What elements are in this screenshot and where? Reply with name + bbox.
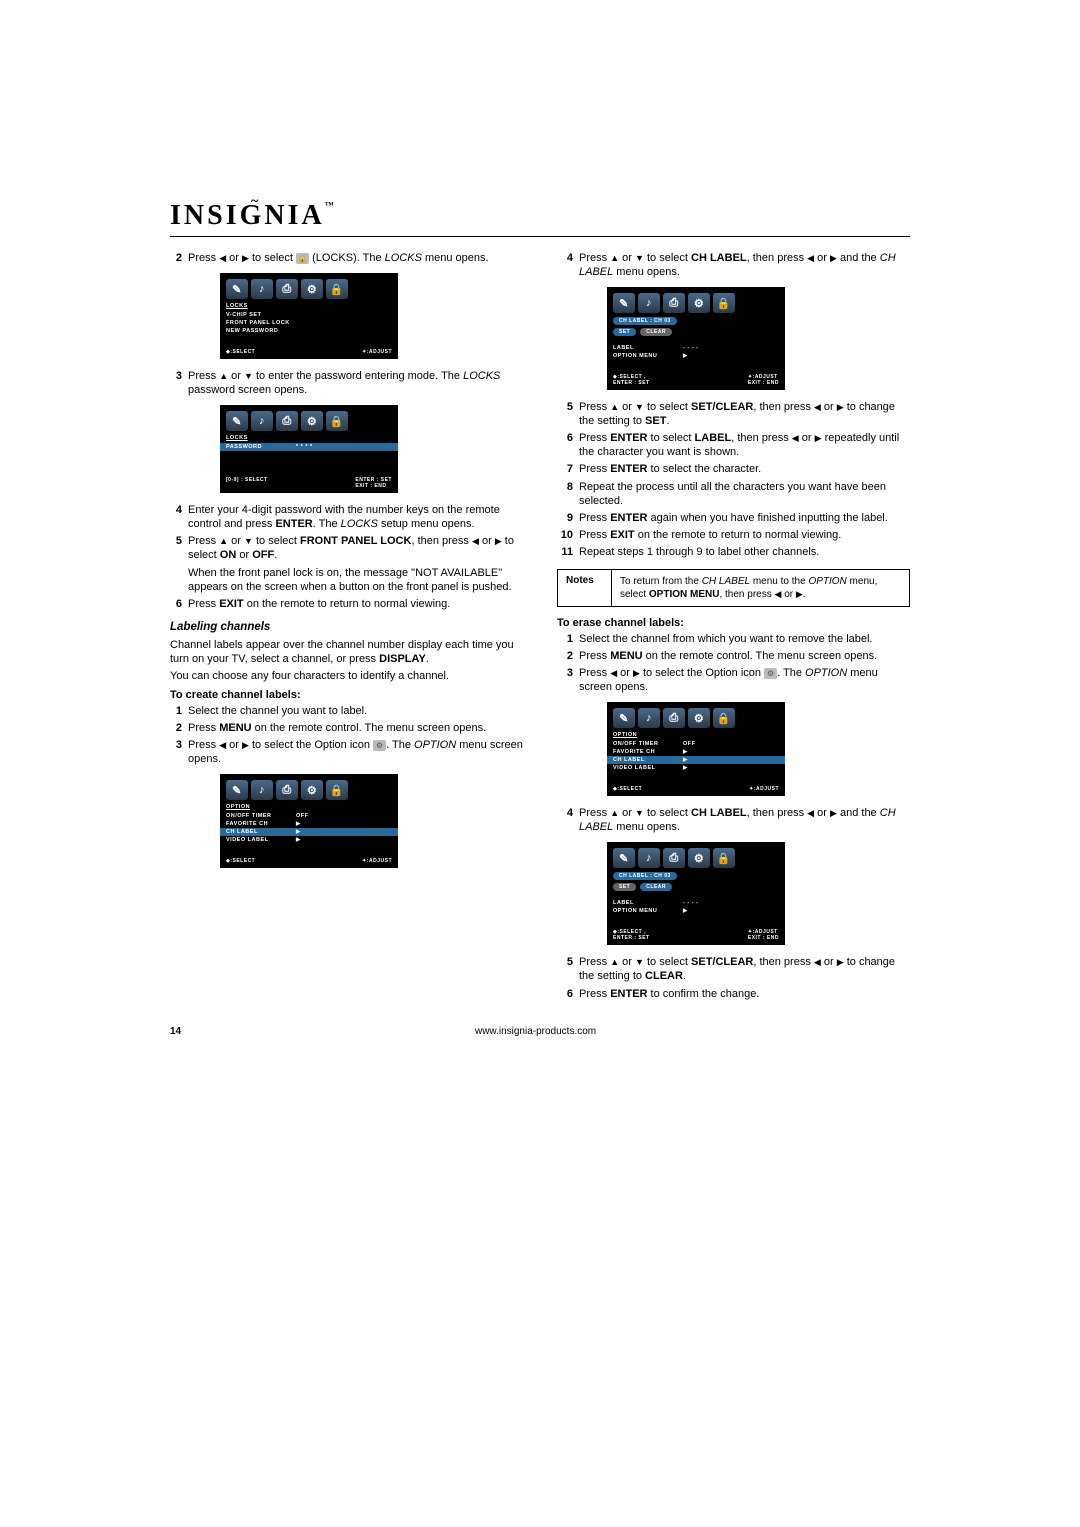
osd-row-highlight: PASSWORD * * * *: [220, 443, 398, 451]
erase-step-3: 3 Press ◀ or ▶ to select the Option icon…: [557, 666, 910, 694]
left-column: 2 Press ◀ or ▶ to select 🔒 (LOCKS). The …: [170, 251, 523, 1004]
erase-step-2: 2 Press MENU on the remote control. The …: [557, 649, 910, 663]
osd-locks-menu: ✎ ♪ ⎙ ⚙ 🔒 LOCKS V-CHIP SET FRONT PANEL L…: [220, 273, 398, 359]
osd-pill: SET: [613, 328, 636, 336]
notes-label: Notes: [558, 570, 612, 606]
step-number: 5: [170, 534, 188, 562]
step-number: 2: [170, 721, 188, 735]
create-step-2: 2 Press MENU on the remote control. The …: [170, 721, 523, 735]
step-text: Press EXIT on the remote to return to no…: [188, 597, 523, 611]
locks-icon: 🔒: [296, 253, 309, 264]
erase-step-1: 1 Select the channel from which you want…: [557, 632, 910, 646]
sub-heading: To create channel labels:: [170, 689, 523, 701]
step-text: Press ◀ or ▶ to select the Option icon ⚙…: [188, 738, 523, 766]
notes-box: Notes To return from the CH LABEL menu t…: [557, 569, 910, 607]
step-text: Press ▲ or ▼ to select FRONT PANEL LOCK,…: [188, 534, 523, 562]
paragraph: Channel labels appear over the channel n…: [170, 638, 523, 666]
r-step-9: 9 Press ENTER again when you have finish…: [557, 511, 910, 525]
r-step-6: 6 Press ENTER to select LABEL, then pres…: [557, 431, 910, 459]
page-number: 14: [170, 1026, 181, 1037]
r-step-10: 10 Press EXIT on the remote to return to…: [557, 528, 910, 542]
right-column: 4 Press ▲ or ▼ to select CH LABEL, then …: [557, 251, 910, 1004]
step-6: 6 Press EXIT on the remote to return to …: [170, 597, 523, 611]
step-number: 4: [557, 251, 579, 279]
erase-step-6: 6 Press ENTER to confirm the change.: [557, 987, 910, 1001]
paragraph: You can choose any four characters to id…: [170, 669, 523, 683]
create-step-3: 3 Press ◀ or ▶ to select the Option icon…: [170, 738, 523, 766]
erase-step-5: 5 Press ▲ or ▼ to select SET/CLEAR, then…: [557, 955, 910, 983]
r-step-7: 7 Press ENTER to select the character.: [557, 462, 910, 476]
page-footer: 14 www.insignia-products.com: [170, 1026, 910, 1037]
option-icon: ⚙: [764, 668, 777, 679]
r-step-5: 5 Press ▲ or ▼ to select SET/CLEAR, then…: [557, 400, 910, 428]
step-3: 3 Press ▲ or ▼ to enter the password ent…: [170, 369, 523, 397]
step-text: Press ▲ or ▼ to select CH LABEL, then pr…: [579, 251, 910, 279]
osd-icon: 🔒: [326, 279, 348, 299]
content-columns: 2 Press ◀ or ▶ to select 🔒 (LOCKS). The …: [170, 251, 910, 1004]
step-text: Select the channel you want to label.: [188, 704, 523, 718]
step-number: 2: [170, 251, 188, 265]
osd-option-menu-2: ✎ ♪ ⎙ ⚙ 🔒 OPTION ON/OFF TIMEROFF FAVORIT…: [607, 702, 785, 796]
create-step-1: 1 Select the channel you want to label.: [170, 704, 523, 718]
step-2: 2 Press ◀ or ▶ to select 🔒 (LOCKS). The …: [170, 251, 523, 265]
step-number: 3: [170, 738, 188, 766]
r-step-4: 4 Press ▲ or ▼ to select CH LABEL, then …: [557, 251, 910, 279]
section-heading: Labeling channels: [170, 621, 523, 633]
osd-title: LOCKS: [226, 435, 392, 441]
step-5: 5 Press ▲ or ▼ to select FRONT PANEL LOC…: [170, 534, 523, 562]
step-continuation: When the front panel lock is on, the mes…: [188, 566, 523, 594]
step-number: 4: [170, 503, 188, 531]
notes-content: To return from the CH LABEL menu to the …: [612, 570, 909, 606]
osd-icon-row: ✎ ♪ ⎙ ⚙ 🔒: [226, 279, 392, 299]
step-number: 6: [170, 597, 188, 611]
footer-url: www.insignia-products.com: [475, 1026, 596, 1037]
step-text: Press ◀ or ▶ to select 🔒 (LOCKS). The LO…: [188, 251, 523, 265]
r-step-8: 8 Repeat the process until all the chara…: [557, 480, 910, 508]
option-icon: ⚙: [373, 740, 386, 751]
step-text: Press ▲ or ▼ to enter the password enter…: [188, 369, 523, 397]
osd-pill: CH LABEL : CH 03: [613, 317, 677, 325]
osd-title: OPTION: [226, 804, 392, 810]
osd-ch-label-2: ✎ ♪ ⎙ ⚙ 🔒 CH LABEL : CH 03 SET CLEAR LAB…: [607, 842, 785, 945]
osd-icon: ♪: [251, 279, 273, 299]
osd-pill: CLEAR: [640, 328, 672, 336]
step-number: 3: [170, 369, 188, 397]
osd-title: LOCKS: [226, 303, 392, 309]
osd-ch-label: ✎ ♪ ⎙ ⚙ 🔒 CH LABEL : CH 03 SET CLEAR LAB…: [607, 287, 785, 390]
step-text: Enter your 4-digit password with the num…: [188, 503, 523, 531]
osd-footer: ◆:SELECT✦:ADJUST: [226, 349, 392, 355]
step-4: 4 Enter your 4-digit password with the n…: [170, 503, 523, 531]
sub-heading: To erase channel labels:: [557, 617, 910, 629]
brand-text: INSIGNIA: [170, 200, 325, 231]
osd-row: NEW PASSWORD: [226, 328, 278, 334]
erase-step-4: 4 Press ▲ or ▼ to select CH LABEL, then …: [557, 806, 910, 834]
step-number: 1: [170, 704, 188, 718]
osd-row: FRONT PANEL LOCK: [226, 320, 290, 326]
osd-icon: ✎: [226, 279, 248, 299]
step-text: Press MENU on the remote control. The me…: [188, 721, 523, 735]
brand-logo: INSIGNIA™ ~: [170, 200, 910, 237]
osd-icon: ⚙: [301, 279, 323, 299]
osd-password: ✎ ♪ ⎙ ⚙ 🔒 LOCKS PASSWORD * * * * [0-9] :…: [220, 405, 398, 493]
osd-row: V-CHIP SET: [226, 312, 261, 318]
osd-footer: [0-9] : SELECT ENTER : SETEXIT : END: [226, 477, 392, 489]
r-step-11: 11 Repeat steps 1 through 9 to label oth…: [557, 545, 910, 559]
osd-option-menu: ✎ ♪ ⎙ ⚙ 🔒 OPTION ON/OFF TIMEROFF FAVORIT…: [220, 774, 398, 868]
osd-icon: ⎙: [276, 279, 298, 299]
